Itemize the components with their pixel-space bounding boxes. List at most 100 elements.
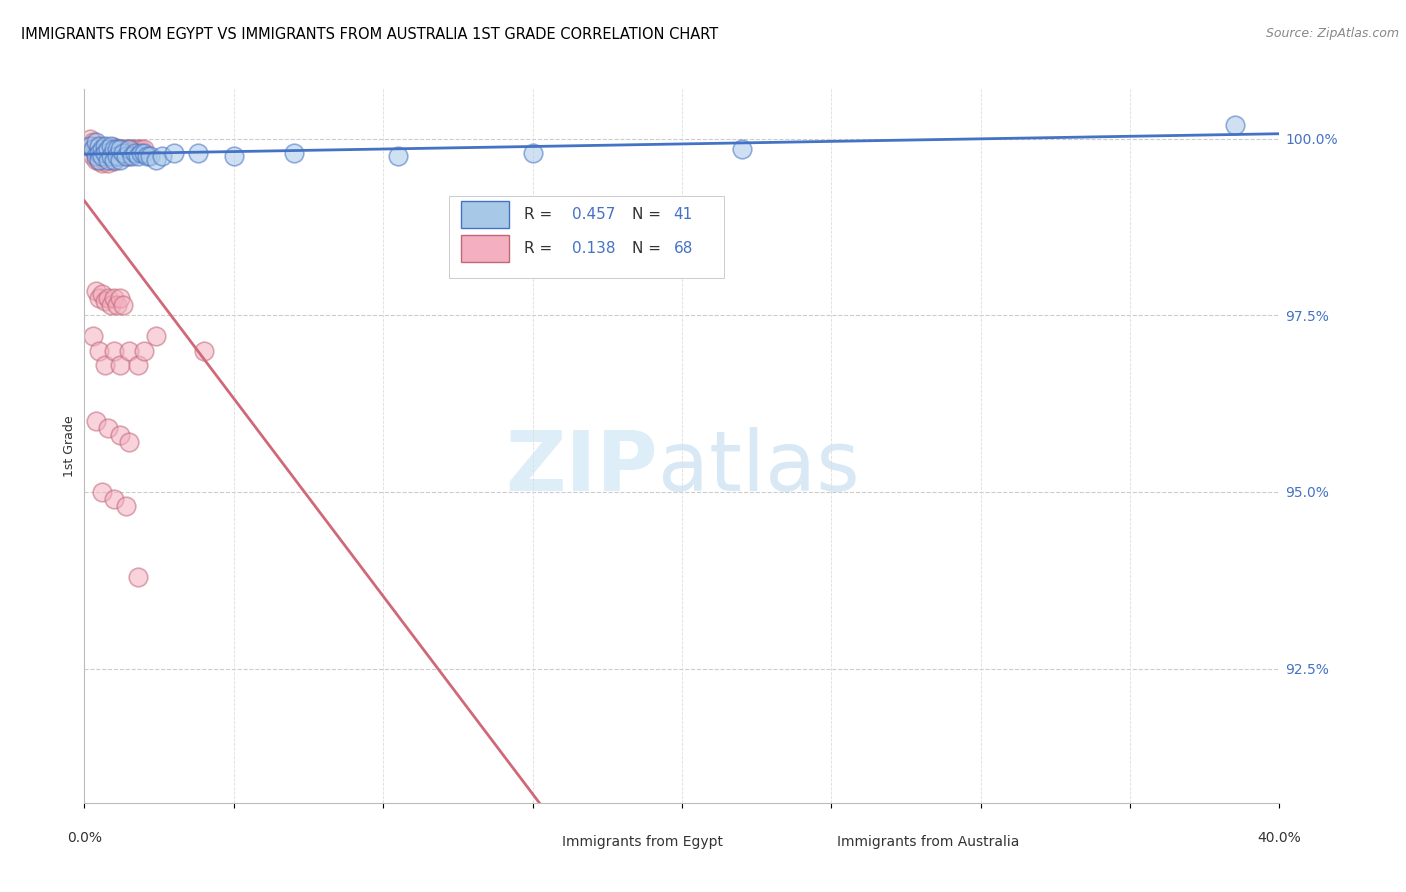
Point: [103, 153, 125, 167]
Text: Source: ZipAtlas.com: Source: ZipAtlas.com: [1265, 27, 1399, 40]
Point: [79, 138, 101, 153]
Point: [82, 142, 104, 156]
Point: [127, 570, 149, 584]
Point: [94, 154, 117, 169]
Point: [89, 145, 111, 160]
Point: [110, 149, 132, 163]
Point: [115, 149, 138, 163]
Point: [97, 142, 120, 156]
Point: [387, 149, 409, 163]
Point: [110, 142, 132, 156]
Point: [118, 142, 141, 156]
Point: [103, 491, 125, 506]
Point: [91, 142, 114, 156]
Point: [139, 149, 162, 163]
Point: [110, 428, 132, 442]
Point: [136, 149, 159, 163]
Point: [187, 145, 209, 160]
Point: [105, 149, 128, 163]
Point: [94, 140, 117, 154]
Point: [97, 142, 120, 156]
FancyBboxPatch shape: [527, 831, 553, 853]
Y-axis label: 1st Grade: 1st Grade: [63, 415, 76, 477]
Point: [91, 156, 114, 170]
Point: [112, 149, 135, 163]
Point: [110, 153, 132, 167]
Point: [127, 142, 149, 156]
Point: [283, 145, 305, 160]
Text: Immigrants from Egypt: Immigrants from Egypt: [562, 835, 724, 849]
Point: [89, 343, 111, 358]
Point: [1223, 118, 1246, 132]
Point: [110, 358, 132, 372]
Point: [731, 142, 754, 156]
Point: [94, 358, 117, 372]
Point: [89, 291, 111, 305]
Point: [132, 142, 156, 156]
Point: [124, 142, 146, 156]
Point: [118, 149, 141, 163]
Text: N =: N =: [631, 241, 665, 256]
Point: [94, 138, 117, 153]
Text: Immigrants from Australia: Immigrants from Australia: [837, 835, 1019, 849]
Point: [103, 142, 125, 156]
Point: [100, 142, 122, 156]
Point: [100, 298, 122, 312]
Point: [82, 142, 104, 156]
Point: [121, 142, 143, 156]
Point: [89, 154, 111, 169]
Point: [124, 145, 146, 160]
Text: 0.138: 0.138: [572, 241, 616, 256]
Point: [91, 484, 114, 499]
Point: [86, 135, 108, 149]
FancyBboxPatch shape: [461, 202, 509, 228]
Point: [112, 142, 135, 156]
Point: [522, 145, 544, 160]
Point: [86, 153, 108, 167]
Point: [97, 291, 120, 305]
Point: [86, 414, 108, 428]
Point: [105, 142, 128, 156]
Text: N =: N =: [631, 207, 665, 222]
Point: [103, 147, 125, 161]
Point: [97, 153, 120, 167]
Text: ZIP: ZIP: [506, 427, 658, 508]
Point: [222, 149, 245, 163]
Point: [118, 142, 141, 156]
FancyBboxPatch shape: [461, 235, 509, 262]
Point: [115, 499, 138, 513]
Point: [103, 154, 125, 169]
Point: [129, 145, 152, 160]
Point: [89, 138, 111, 153]
Point: [132, 343, 156, 358]
Text: 41: 41: [673, 207, 693, 222]
Point: [97, 421, 120, 435]
Text: R =: R =: [524, 241, 557, 256]
Point: [103, 291, 125, 305]
Point: [82, 329, 104, 343]
Point: [79, 138, 101, 153]
Point: [79, 131, 101, 145]
Point: [82, 135, 104, 149]
Point: [163, 145, 186, 160]
Point: [132, 145, 156, 160]
Point: [91, 287, 114, 301]
Point: [86, 138, 108, 153]
Point: [86, 284, 108, 298]
Point: [86, 145, 108, 160]
Point: [91, 149, 114, 163]
Point: [82, 149, 104, 163]
Point: [115, 149, 138, 163]
Point: [105, 298, 128, 312]
Point: [94, 145, 117, 160]
Point: [121, 149, 143, 163]
Point: [103, 140, 125, 154]
Point: [145, 329, 167, 343]
Point: [105, 149, 128, 163]
Point: [118, 435, 141, 450]
Point: [145, 153, 167, 167]
Point: [127, 149, 149, 163]
Point: [110, 291, 132, 305]
Point: [97, 156, 120, 170]
Point: [100, 149, 122, 163]
